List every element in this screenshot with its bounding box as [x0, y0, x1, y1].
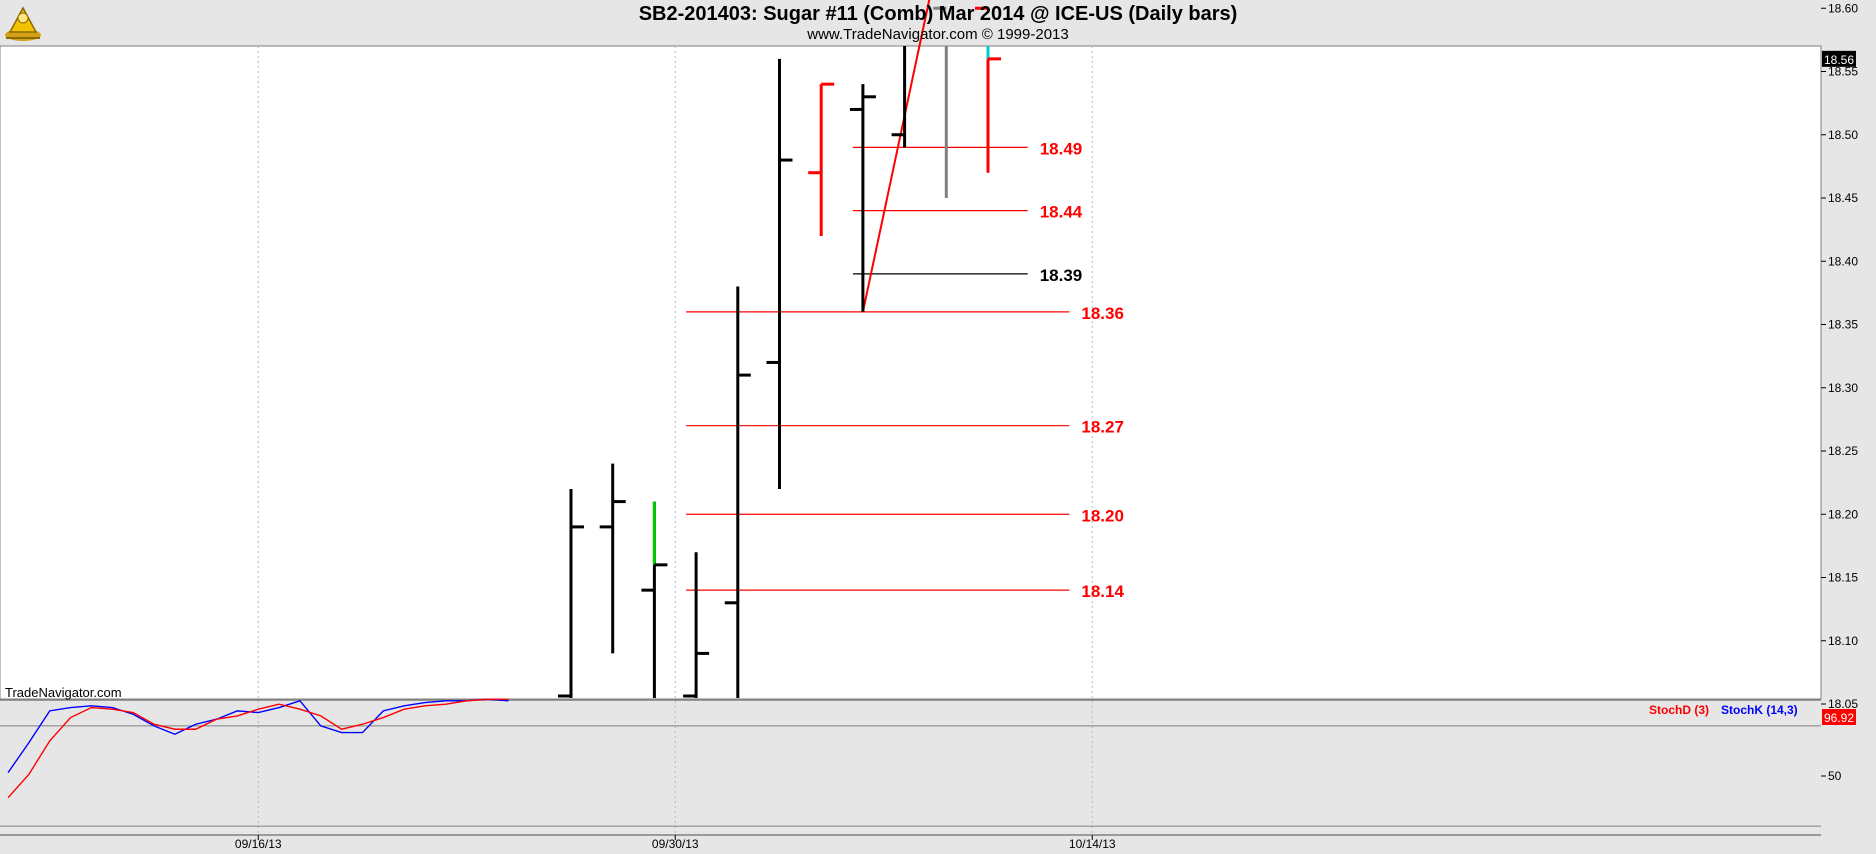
stoch-value-badge — [1822, 709, 1856, 725]
x-tick-label: 09/16/13 — [235, 837, 282, 851]
trade-navigator-logo — [5, 6, 41, 41]
stoch-last-value: 96.92 — [1824, 711, 1854, 725]
last-price-value: 18.56 — [1824, 53, 1854, 67]
price-bars — [558, 6, 1001, 698]
stoch-series-line — [7, 698, 509, 774]
chart-title: SB2-201403: Sugar #11 (Comb) Mar 2014 @ … — [638, 3, 1238, 25]
y-tick-label: 18.25 — [1828, 444, 1858, 458]
plot-area — [0, 45, 1822, 700]
fib-levels: 18.8818.7918.7018.6318.4918.4418.3918.36… — [686, 139, 1124, 601]
last-price-badge — [1822, 50, 1856, 67]
level-label: 18.36 — [1081, 304, 1124, 323]
stoch-series-line — [7, 698, 509, 799]
y-tick-label: 18.15 — [1828, 571, 1858, 585]
y-tick-label: 18.55 — [1828, 65, 1858, 79]
level-label: 18.49 — [1040, 139, 1083, 158]
y-tick-label: 18.40 — [1828, 254, 1858, 268]
y-tick-label: 18.20 — [1828, 507, 1858, 521]
x-tick-label: 09/30/13 — [652, 837, 699, 851]
y-tick-label: 18.30 — [1828, 381, 1858, 395]
y-tick-label: 18.05 — [1828, 697, 1858, 711]
stochastic-panel: StochD (3) StochK (14,3) — [0, 698, 1821, 827]
y-tick-label: 18.60 — [1828, 1, 1858, 15]
chart-header: SB2-201403: Sugar #11 (Comb) Mar 2014 @ … — [0, 0, 1876, 46]
y-tick-label: 18.45 — [1828, 191, 1858, 205]
y-tick-label: 18.35 — [1828, 318, 1858, 332]
copyright-text: www.TradeNavigator.com © 1999-2013 — [807, 26, 1069, 43]
level-label: 18.44 — [1040, 203, 1083, 222]
stoch-y-tick-label: 50 — [1828, 769, 1842, 783]
watermark: TradeNavigator.com — [5, 685, 122, 700]
y-axis: 18.9018.8518.8018.7518.7018.6518.6018.55… — [1821, 1, 1858, 783]
y-tick-label: 18.50 — [1828, 128, 1858, 142]
level-label: 18.14 — [1081, 582, 1124, 601]
legend-stochd: StochD (3) — [1649, 703, 1709, 717]
level-label: 18.27 — [1081, 418, 1124, 437]
legend-stochk: StochK (14,3) — [1721, 703, 1798, 717]
gridlines — [0, 46, 1821, 836]
y-tick-label: 18.10 — [1828, 634, 1858, 648]
level-label: 18.20 — [1081, 506, 1124, 525]
x-tick-label: 10/14/13 — [1069, 837, 1116, 851]
x-axis: 09/16/13 09/30/13 10/14/13 — [235, 835, 1116, 851]
level-label: 18.39 — [1040, 266, 1083, 285]
